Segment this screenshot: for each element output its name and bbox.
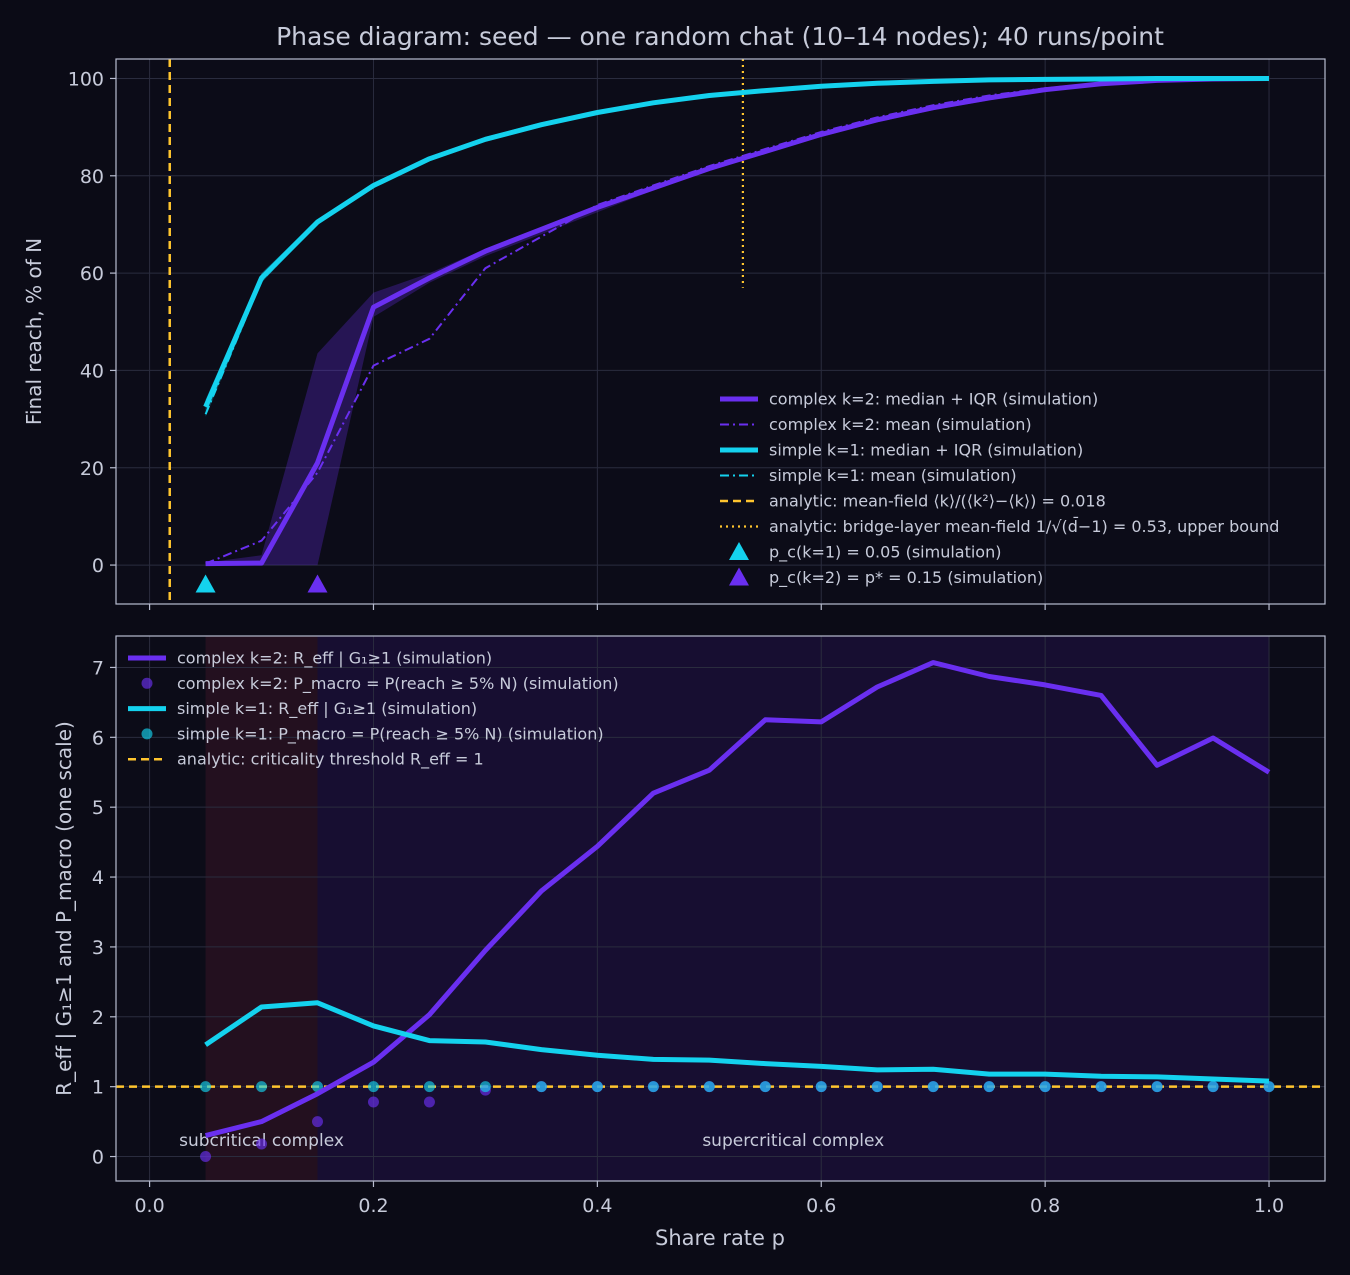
- simple-pmacro-point: [703, 1081, 715, 1093]
- legend-swatch: [141, 728, 153, 740]
- simple-pmacro-point: [423, 1081, 435, 1093]
- simple-pmacro-point: [535, 1081, 547, 1093]
- x-tick-label: 0.8: [1030, 1195, 1060, 1217]
- legend: complex k=2: median + IQR (simulation) co…: [720, 390, 1279, 588]
- y-tick-label: 80: [80, 166, 104, 188]
- x-tick-label: 0.4: [582, 1195, 612, 1217]
- y-tick-label: 0: [92, 555, 104, 577]
- legend-label: analytic: bridge-layer mean-field 1/√(d̄…: [769, 517, 1279, 536]
- legend-label: p_c(k=2) = p* = 0.15 (simulation): [769, 568, 1043, 588]
- complex-median-line: [205, 76, 1270, 567]
- simple-pmacro-point: [1263, 1081, 1275, 1093]
- legend-label: complex k=2: R_eff | G₁≥1 (simulation): [177, 649, 492, 669]
- simple-pmacro-point: [647, 1081, 659, 1093]
- simple-pmacro-point: [479, 1081, 491, 1093]
- legend-swatch: [141, 677, 153, 689]
- legend: complex k=2: R_eff | G₁≥1 (simulation) co…: [128, 649, 619, 770]
- y-tick-label: 100: [68, 68, 104, 90]
- simple-pmacro-point: [927, 1081, 939, 1093]
- legend-swatch: [729, 567, 749, 586]
- pc-complex-marker: [307, 574, 328, 593]
- pc-simple-marker: [195, 574, 216, 593]
- legend-label: complex k=2: median + IQR (simulation): [769, 390, 1098, 409]
- complex-pmacro-point: [200, 1151, 212, 1163]
- y-tick-label: 20: [80, 458, 104, 480]
- simple-pmacro-point: [983, 1081, 995, 1093]
- reff-panel: subcritical complex supercritical complex…: [52, 635, 1326, 1217]
- y-tick-label: 60: [80, 263, 104, 285]
- x-tick-label: 0.0: [134, 1195, 164, 1217]
- complex-pmacro-point: [256, 1138, 268, 1150]
- complex-pmacro-point: [367, 1096, 379, 1108]
- legend-label: analytic: criticality threshold R_eff = …: [177, 750, 484, 770]
- y-tick-label: 7: [92, 657, 104, 679]
- y-tick-label: 4: [92, 867, 104, 889]
- legend-label: simple k=1: mean (simulation): [769, 466, 1017, 485]
- legend-label: complex k=2: mean (simulation): [769, 415, 1032, 434]
- y-tick-label: 2: [92, 1007, 104, 1029]
- simple-pmacro-point: [591, 1081, 603, 1093]
- y-tick-label: 0: [92, 1147, 104, 1169]
- simple-pmacro-point: [1207, 1081, 1219, 1093]
- complex-mean-line: [205, 77, 1270, 565]
- legend-label: analytic: mean-field ⟨k⟩/(⟨k²⟩−⟨k⟩) = 0.…: [769, 492, 1106, 511]
- y-tick-label: 5: [92, 797, 104, 819]
- legend-label: complex k=2: P_macro = P(reach ≥ 5% N) (…: [177, 674, 619, 694]
- x-axis-label: Share rate p: [655, 1226, 785, 1250]
- y-tick-label: 1: [92, 1077, 104, 1099]
- simple-pmacro-point: [200, 1081, 212, 1093]
- region-label-1: supercritical complex: [702, 1131, 884, 1151]
- reach-panel: 0 20 40 60 80 100 Final reach, % of N complex k…: [22, 58, 1326, 610]
- region-band-1: [317, 636, 1270, 1181]
- y-axis-label: Final reach, % of N: [22, 238, 46, 425]
- simple-pmacro-point: [759, 1081, 771, 1093]
- x-tick-label: 0.2: [358, 1195, 388, 1217]
- legend-label: simple k=1: P_macro = P(reach ≥ 5% N) (s…: [177, 724, 604, 744]
- simple-reff-line: [204, 1000, 1270, 1084]
- legend-swatch: [729, 542, 749, 560]
- simple-mean-line: [204, 77, 1269, 415]
- complex-pmacro-point: [312, 1116, 323, 1128]
- legend-label: simple k=1: R_eff | G₁≥1 (simulation): [177, 699, 477, 719]
- simple-pmacro-point: [1095, 1081, 1107, 1093]
- chart-title: Phase diagram: seed — one random chat (1…: [276, 22, 1164, 51]
- y-axis-label: R_eff | G₁≥1 and P_macro (one scale): [52, 721, 76, 1096]
- y-tick-label: 3: [92, 937, 104, 959]
- simple-pmacro-point: [871, 1081, 883, 1093]
- x-tick-label: 0.6: [806, 1195, 836, 1217]
- legend-label: p_c(k=1) = 0.05 (simulation): [769, 543, 1001, 563]
- complex-pmacro-point: [423, 1096, 435, 1108]
- complex-iqr-band: [205, 78, 1270, 566]
- axes-frame: [115, 58, 1326, 605]
- complex-reff-line: [204, 660, 1271, 1139]
- simple-pmacro-point: [256, 1081, 268, 1093]
- y-tick-label: 40: [80, 360, 104, 382]
- x-tick-label: 1.0: [1254, 1195, 1284, 1217]
- legend-label: simple k=1: median + IQR (simulation): [769, 441, 1083, 460]
- simple-pmacro-point: [1039, 1081, 1051, 1093]
- simple-pmacro-point: [815, 1081, 827, 1093]
- plot-area: [116, 59, 1325, 604]
- y-tick-label: 6: [92, 727, 104, 749]
- simple-pmacro-point: [367, 1081, 379, 1093]
- simple-pmacro-point: [1151, 1081, 1163, 1093]
- axes-frame: [115, 635, 1326, 1182]
